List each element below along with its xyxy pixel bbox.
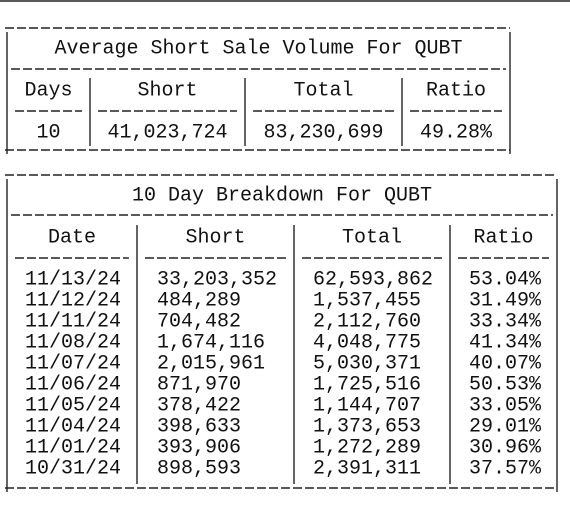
cell: 1,674,116	[157, 331, 265, 354]
cell: 11/05/24	[25, 394, 121, 417]
cell: 1,272,289	[313, 436, 421, 459]
column-header: Date	[48, 226, 96, 249]
column-header: Ratio	[473, 226, 533, 249]
cell: 33,203,352	[157, 268, 277, 291]
cell: 41,023,724	[107, 121, 227, 144]
cell: 4,048,775	[313, 331, 421, 354]
cell: 1,144,707	[313, 394, 421, 417]
cell: 62,593,862	[313, 268, 433, 291]
cell: 11/07/24	[25, 352, 121, 375]
table-title: 10 Day Breakdown For QUBT	[132, 184, 432, 207]
column-header: Total	[342, 226, 402, 249]
cell: 33.05%	[469, 394, 542, 417]
cell: 31.49%	[469, 289, 542, 312]
cell: 1,725,516	[313, 373, 421, 396]
cell: 10	[36, 121, 60, 144]
column-header: Total	[293, 79, 353, 102]
cell: 11/08/24	[25, 331, 121, 354]
cell: 1,373,653	[313, 415, 421, 438]
column-header: Ratio	[426, 79, 486, 102]
cell: 398,633	[157, 415, 241, 438]
cell: 2,015,961	[157, 352, 265, 375]
cell: 378,422	[157, 394, 241, 417]
cell: 29.01%	[469, 415, 542, 438]
cell: 10/31/24	[25, 457, 121, 480]
cell: 11/11/24	[25, 310, 121, 333]
cell: 1,537,455	[313, 289, 421, 312]
column-header: Short	[185, 226, 245, 249]
cell: 11/13/24	[25, 268, 121, 291]
cell: 50.53%	[469, 373, 542, 396]
cell: 11/04/24	[25, 415, 121, 438]
cell: 871,970	[157, 373, 241, 396]
cell: 704,482	[157, 310, 241, 333]
cell: 83,230,699	[263, 121, 383, 144]
cell: 5,030,371	[313, 352, 421, 375]
cell: 30.96%	[469, 436, 542, 459]
cell: 484,289	[157, 289, 241, 312]
cell: 2,391,311	[313, 457, 421, 480]
cell: 49.28%	[420, 121, 493, 144]
cell: 11/01/24	[25, 436, 121, 459]
cell: 33.34%	[469, 310, 542, 333]
column-header: Days	[24, 79, 72, 102]
cell: 11/06/24	[25, 373, 121, 396]
cell: 41.34%	[469, 331, 542, 354]
cell: 40.07%	[469, 352, 542, 375]
cell: 53.04%	[469, 268, 542, 291]
table-title: Average Short Sale Volume For QUBT	[54, 37, 462, 60]
cell: 37.57%	[469, 457, 542, 480]
column-header: Short	[137, 79, 197, 102]
cell: 11/12/24	[25, 289, 121, 312]
cell: 898,593	[157, 457, 241, 480]
cell: 393,906	[157, 436, 241, 459]
cell: 2,112,760	[313, 310, 421, 333]
